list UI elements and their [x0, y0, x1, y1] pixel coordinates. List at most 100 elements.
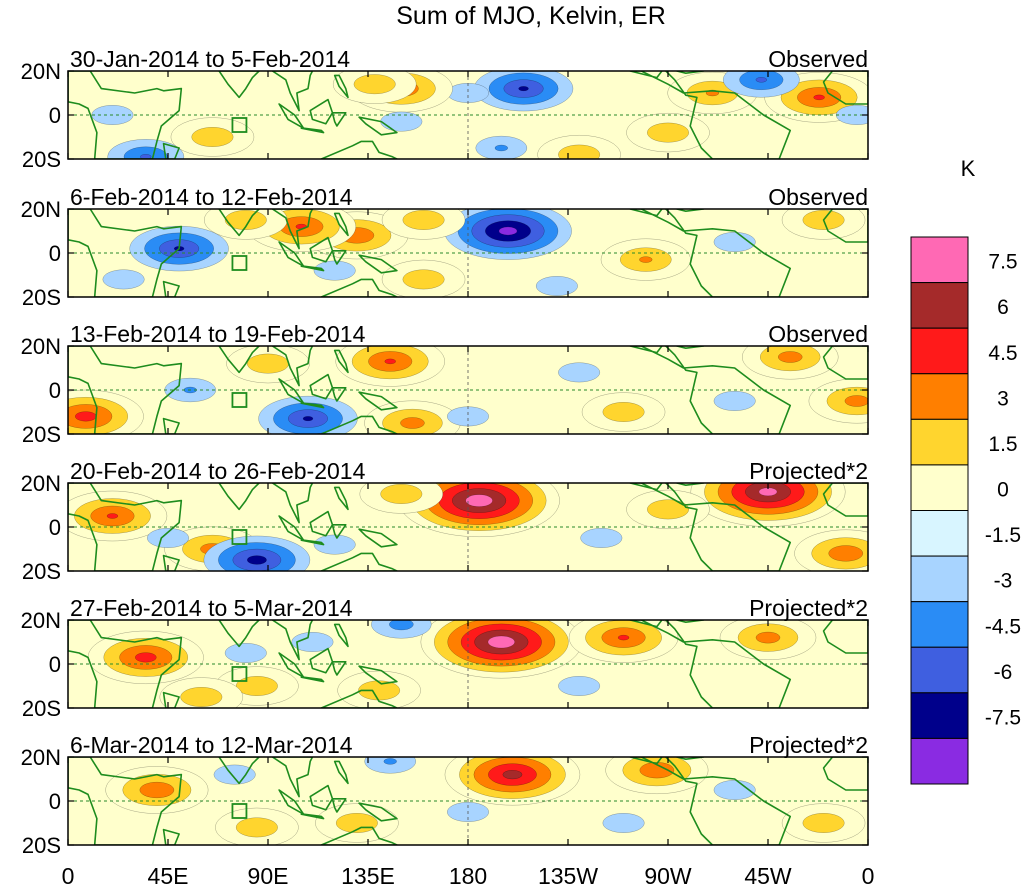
panel-period: 30-Jan-2014 to 5-Feb-2014 — [70, 46, 350, 72]
anomaly-contour — [844, 395, 868, 407]
coastline — [358, 116, 398, 136]
panel-label: Projected*2 — [749, 458, 868, 484]
panel-period: 20-Feb-2014 to 26-Feb-2014 — [70, 458, 366, 484]
coastline — [358, 802, 398, 822]
y-tick-label: 0 — [49, 103, 61, 128]
coastline — [162, 417, 180, 434]
coastline — [676, 757, 705, 761]
coastline — [676, 483, 705, 487]
coastline — [309, 510, 334, 537]
coastline — [218, 346, 260, 374]
colorbar-swatch — [910, 236, 969, 284]
map-panel: 20N 0 20S 13-Feb-2014 to 19-Feb-2014 Observe… — [21, 321, 869, 447]
anomaly-contour — [602, 402, 645, 422]
y-tick-label: 20N — [21, 608, 61, 633]
coastline — [218, 620, 260, 648]
coastline — [822, 483, 868, 517]
anomaly-contour — [384, 358, 396, 365]
colorbar-level-label: -4.5 — [985, 615, 1021, 638]
x-tick-label: 90W — [644, 863, 692, 889]
anomaly-contour — [580, 528, 623, 548]
coastline — [333, 349, 349, 374]
y-tick-label: 0 — [49, 515, 61, 540]
anomaly-contour — [235, 817, 278, 838]
anomaly-contour — [380, 484, 423, 504]
x-tick-label: 0 — [62, 863, 75, 889]
anomaly-contour — [400, 417, 425, 429]
y-tick-label: 20S — [22, 696, 61, 721]
map-panel: 20N 0 20S 6-Feb-2014 to 12-Feb-2014 Observed — [21, 184, 869, 310]
coastline — [629, 209, 792, 297]
coastline — [68, 757, 183, 845]
anomaly-contour — [813, 94, 825, 101]
region-box — [231, 117, 248, 133]
coastline — [162, 828, 180, 845]
colorbar-swatch — [910, 373, 969, 420]
colorbar-level-label: -3 — [994, 570, 1013, 593]
anomaly-field — [68, 71, 868, 159]
coastline — [358, 528, 398, 548]
anomaly-contour — [224, 643, 267, 663]
x-tick-label: 45E — [148, 863, 189, 889]
coastline — [162, 280, 180, 297]
anomaly-contour — [498, 226, 518, 236]
anomaly-contour — [180, 687, 223, 707]
coastline — [309, 98, 334, 125]
coastline — [271, 209, 314, 250]
region-box — [231, 255, 248, 271]
coastline — [333, 760, 349, 785]
panel-label: Observed — [768, 46, 868, 72]
coastline — [676, 71, 705, 74]
panel-period: 6-Mar-2014 to 12-Mar-2014 — [70, 732, 353, 758]
region-box — [231, 529, 248, 545]
coastline — [68, 620, 183, 708]
panel-stack: 20N 0 20S 30-Jan-2014 to 5-Feb-2014 Observed… — [21, 46, 869, 858]
anomaly-contour — [602, 813, 645, 833]
panel-label: Projected*2 — [749, 595, 868, 621]
y-tick-label: 20N — [21, 197, 61, 222]
anomaly-contour — [302, 416, 314, 422]
colorbar-level-label: 4.5 — [988, 342, 1017, 365]
coastline — [333, 486, 349, 511]
panel-period: 13-Feb-2014 to 19-Feb-2014 — [70, 321, 366, 347]
colorbar-level-label: -6 — [994, 661, 1013, 684]
anomaly-contour — [802, 813, 845, 833]
coastline — [309, 784, 334, 811]
anomaly-contour — [713, 391, 756, 411]
anomaly-contour — [213, 764, 256, 785]
coastline — [300, 539, 325, 546]
anomaly-contour — [447, 83, 489, 103]
coastline — [300, 676, 325, 683]
coastline — [68, 209, 183, 297]
anomaly-contour — [383, 758, 397, 765]
anomaly-contour — [494, 144, 508, 152]
coastline — [218, 71, 260, 99]
coastline — [68, 71, 183, 159]
colorbar-level-label: 1.5 — [988, 433, 1017, 456]
coastline — [358, 391, 398, 411]
anomaly-contour — [639, 256, 653, 263]
anomaly-contour — [558, 362, 601, 383]
coastline — [271, 71, 314, 112]
region-box — [231, 392, 248, 408]
anomaly-contour — [246, 555, 267, 565]
colorbar-level-label: -7.5 — [985, 706, 1021, 729]
coastline — [300, 813, 325, 820]
anomaly-contour — [502, 769, 523, 780]
coastline — [218, 209, 260, 237]
coastline — [822, 209, 868, 243]
coastline — [629, 620, 792, 708]
coastline — [218, 483, 260, 511]
anomaly-contour — [828, 545, 864, 562]
coastline — [68, 346, 183, 434]
anomaly-contour — [777, 351, 803, 363]
x-tick-label: 45W — [744, 863, 792, 889]
coastline — [271, 346, 314, 387]
anomaly-contour — [147, 528, 189, 548]
colorbar-swatch — [910, 555, 969, 603]
coastline — [822, 757, 868, 791]
colorbar-swatch — [910, 327, 969, 375]
coastline — [162, 142, 180, 159]
coastline — [333, 623, 349, 648]
